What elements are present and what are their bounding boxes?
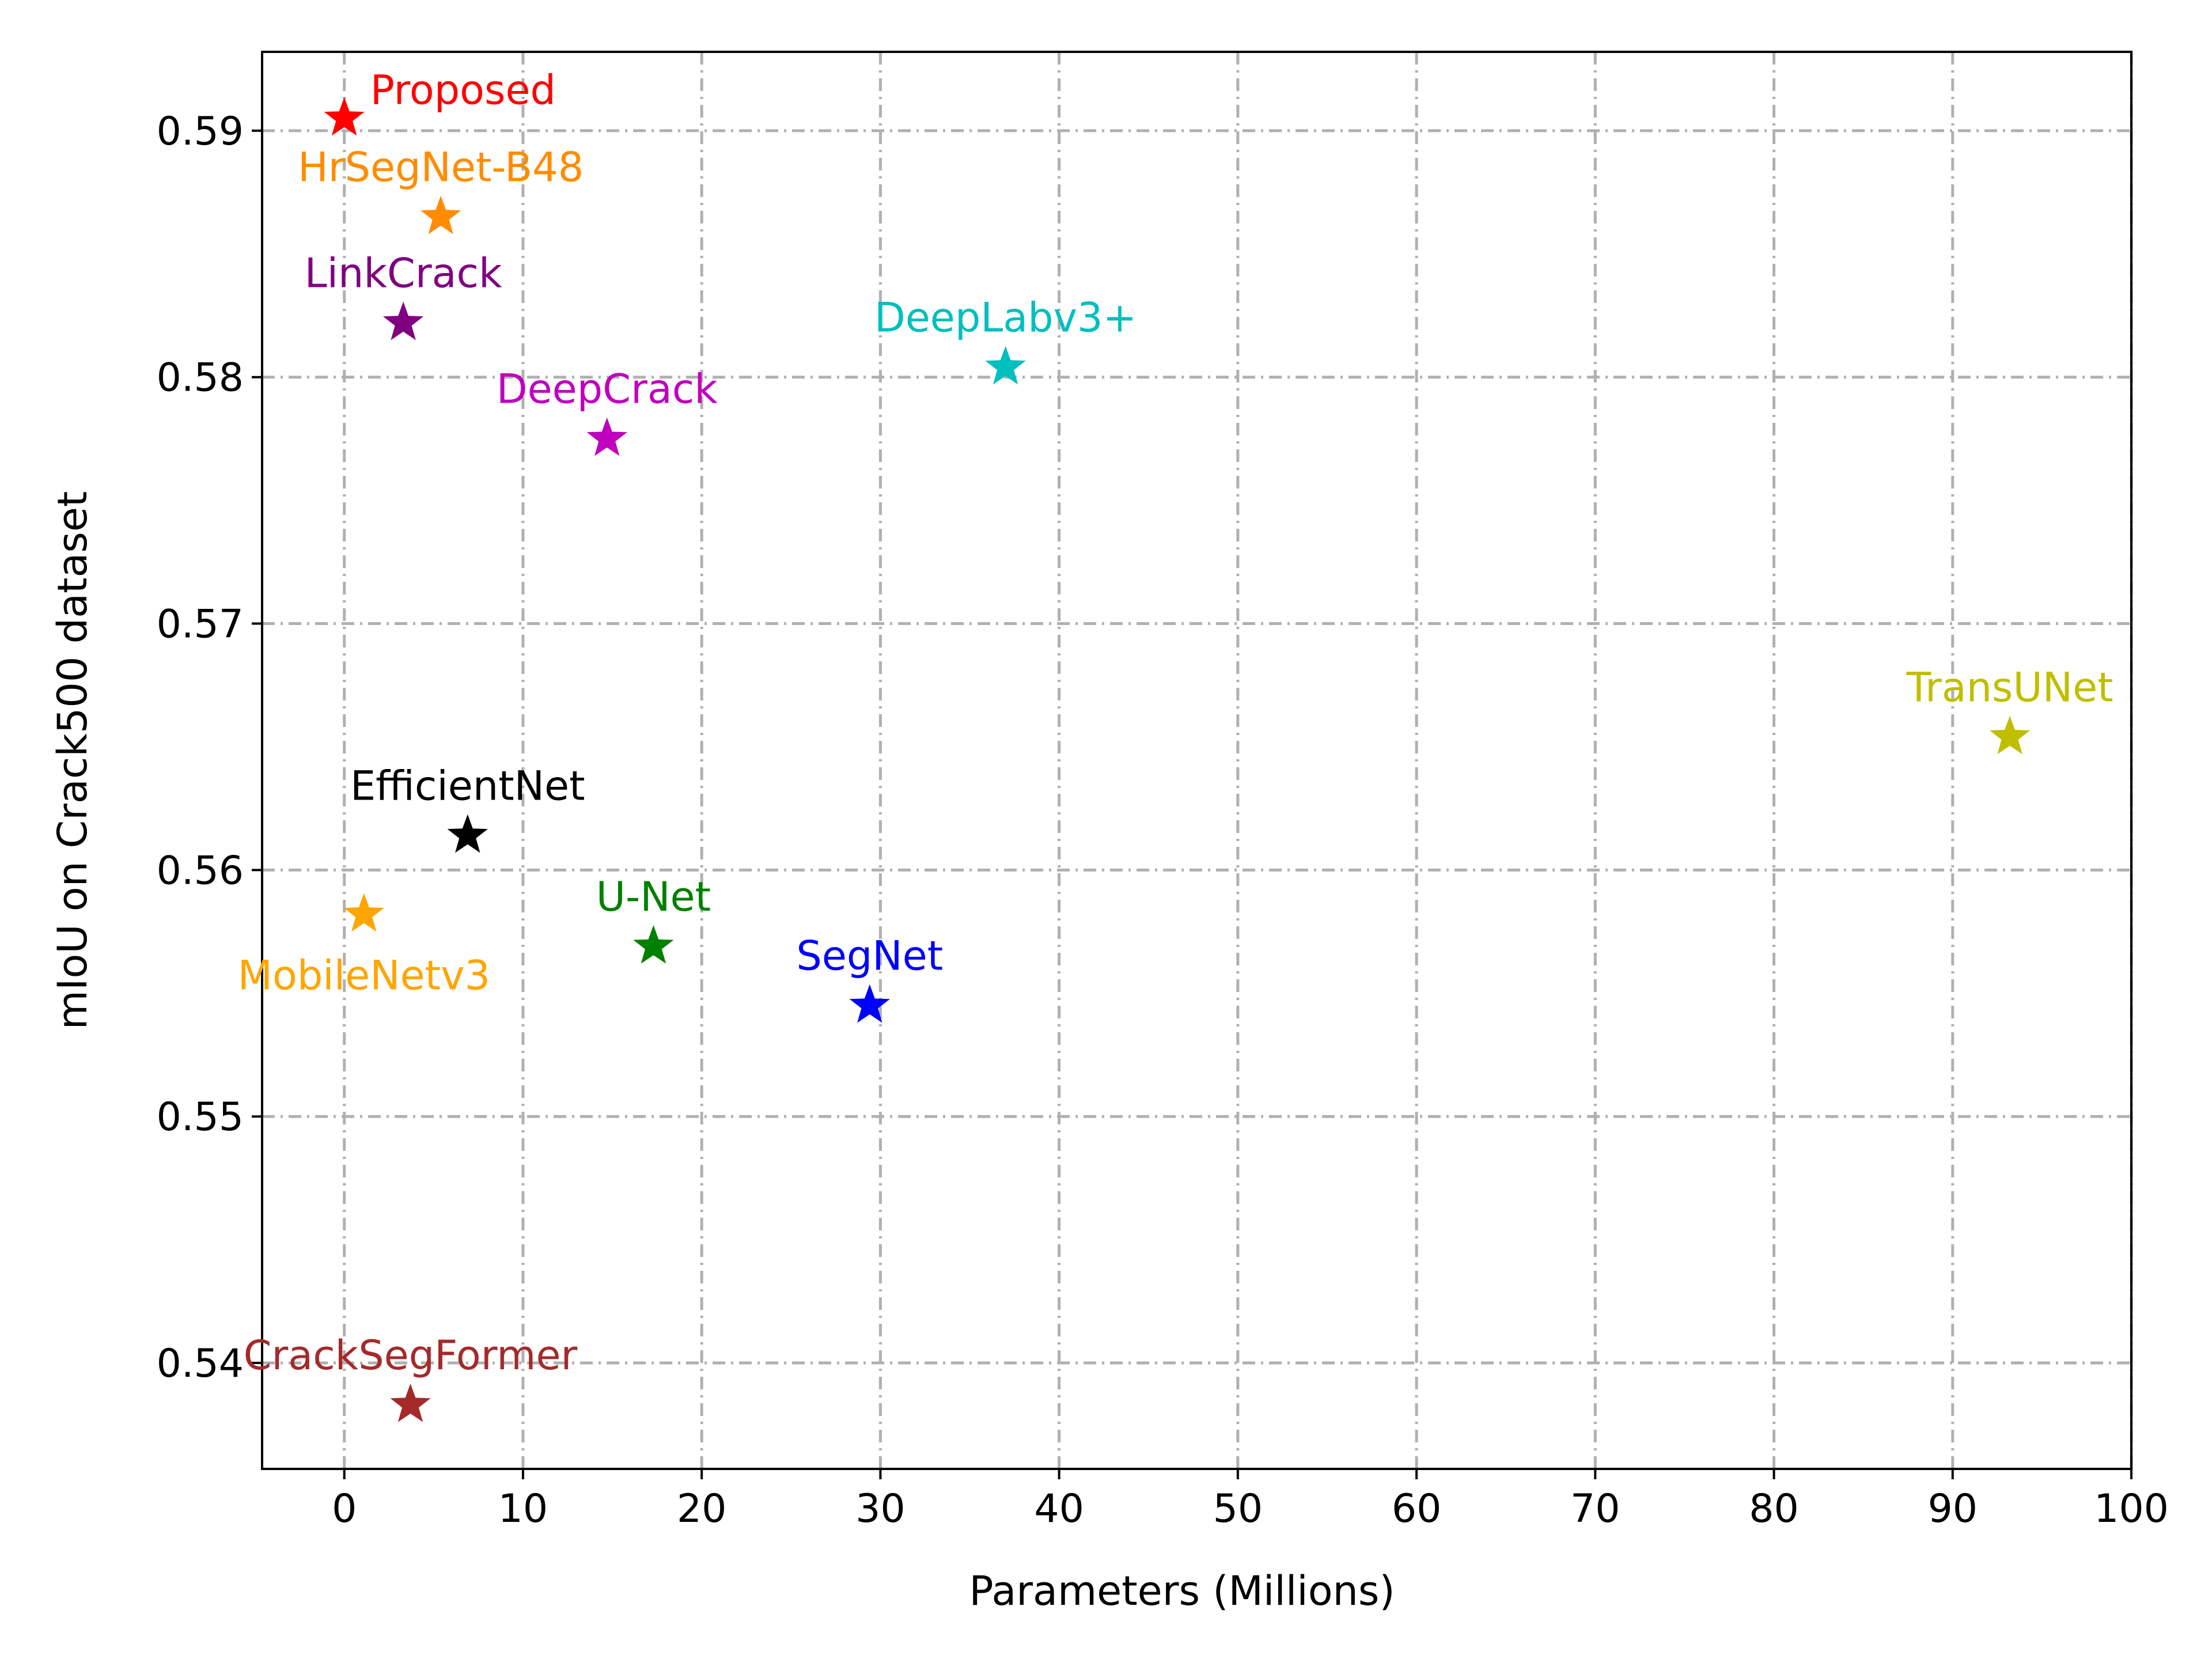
data-point-segnet bbox=[849, 984, 890, 1023]
data-label-efficientnet: EfficientNet bbox=[350, 762, 585, 809]
data-label-hrsegnet-b48: HrSegNet-B48 bbox=[298, 144, 584, 191]
axis-ticks: 0 10 20 30 40 50 60 70 80 90 100 0.54 0.55 0.56 0.57 0.… bbox=[157, 109, 2169, 1532]
plot-area-frame bbox=[261, 51, 2133, 1470]
data-point-proposed bbox=[324, 97, 365, 136]
x-tick-label: 20 bbox=[677, 1486, 727, 1532]
y-tick-label: 0.56 bbox=[157, 848, 244, 893]
data-label-proposed: Proposed bbox=[370, 67, 556, 114]
data-point-efficientnet bbox=[447, 814, 488, 853]
data-point-transunet bbox=[1989, 715, 2031, 755]
x-tick-label: 40 bbox=[1034, 1486, 1084, 1532]
data-label-transunet: TransUNet bbox=[1906, 664, 2113, 711]
grid bbox=[262, 52, 2133, 1469]
data-label-mobilenetv3: MobileNetv3 bbox=[238, 952, 490, 999]
data-point-cracksegformer bbox=[390, 1383, 431, 1422]
data-label-cracksegformer: CrackSegFormer bbox=[244, 1332, 578, 1379]
data-point-deepcrack bbox=[586, 417, 627, 456]
x-tick-label: 100 bbox=[2094, 1486, 2169, 1532]
x-tick-label: 80 bbox=[1749, 1486, 1799, 1532]
data-label-segnet: SegNet bbox=[796, 933, 943, 980]
y-tick-label: 0.55 bbox=[157, 1094, 244, 1140]
x-tick-label: 30 bbox=[855, 1486, 906, 1532]
data-label-u-net: U-Net bbox=[596, 873, 711, 921]
x-tick-label: 0 bbox=[332, 1486, 357, 1532]
y-tick-label: 0.54 bbox=[157, 1341, 244, 1387]
y-tick-label: 0.58 bbox=[157, 355, 244, 401]
y-tick-label: 0.59 bbox=[157, 109, 244, 154]
data-label-linkcrack: LinkCrack bbox=[305, 250, 502, 297]
data-point-hrsegnet-b48 bbox=[421, 195, 461, 234]
y-axis-label: mIoU on Crack500 dataset bbox=[49, 491, 96, 1030]
x-tick-label: 60 bbox=[1392, 1486, 1442, 1532]
data-point-u-net bbox=[633, 925, 674, 964]
x-tick-label: 10 bbox=[498, 1486, 548, 1532]
data-point-mobilenetv3 bbox=[343, 893, 385, 932]
data-label-deeplabv3: DeepLabv3+ bbox=[874, 294, 1137, 342]
data-point-deeplabv3 bbox=[985, 346, 1026, 385]
x-tick-label: 50 bbox=[1213, 1486, 1263, 1532]
data-label-deepcrack: DeepCrack bbox=[497, 366, 718, 413]
x-axis-label: Parameters (Millions) bbox=[969, 1567, 1395, 1615]
x-tick-label: 70 bbox=[1570, 1486, 1620, 1532]
x-tick-label: 90 bbox=[1928, 1486, 1978, 1532]
data-point-linkcrack bbox=[382, 301, 424, 340]
data-points: Proposed HrSegNet-B48 LinkCrack DeepCrack De… bbox=[238, 67, 2113, 1422]
y-tick-label: 0.57 bbox=[157, 602, 244, 647]
